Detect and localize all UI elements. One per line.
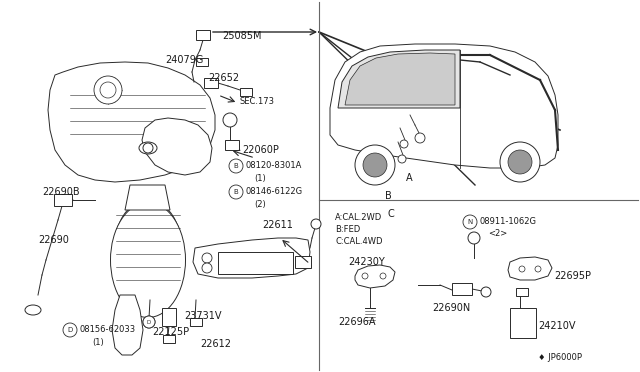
- Bar: [196, 58, 208, 66]
- Text: 22125P: 22125P: [152, 327, 189, 337]
- Text: ♦ JP6000P: ♦ JP6000P: [538, 353, 582, 362]
- Text: SEC.173: SEC.173: [240, 97, 275, 106]
- Text: <2>: <2>: [488, 230, 508, 238]
- Ellipse shape: [139, 142, 157, 154]
- Bar: [204, 78, 218, 88]
- Text: 22060P: 22060P: [242, 145, 279, 155]
- Text: 24210V: 24210V: [538, 321, 575, 331]
- Polygon shape: [112, 295, 143, 355]
- Text: B: B: [234, 189, 238, 195]
- Circle shape: [94, 76, 122, 104]
- Text: C: C: [388, 209, 395, 219]
- Text: (2): (2): [254, 199, 266, 208]
- Bar: [163, 335, 175, 343]
- Ellipse shape: [111, 202, 186, 317]
- Text: 22612: 22612: [200, 339, 231, 349]
- Text: D: D: [147, 320, 151, 324]
- Circle shape: [229, 159, 243, 173]
- Text: 22695P: 22695P: [554, 271, 591, 281]
- Text: 22652: 22652: [208, 73, 239, 83]
- Text: B: B: [234, 163, 238, 169]
- Text: B: B: [385, 191, 392, 201]
- Text: C:CAL.4WD: C:CAL.4WD: [335, 237, 383, 247]
- Bar: [295, 256, 311, 268]
- Circle shape: [463, 215, 477, 229]
- Bar: [196, 30, 210, 40]
- Circle shape: [143, 143, 153, 153]
- Text: 22611: 22611: [262, 220, 293, 230]
- Polygon shape: [142, 118, 212, 175]
- Ellipse shape: [114, 200, 182, 300]
- Circle shape: [311, 219, 321, 229]
- Circle shape: [143, 316, 155, 328]
- Text: 24079G: 24079G: [165, 55, 204, 65]
- Polygon shape: [48, 62, 215, 182]
- Text: A: A: [406, 173, 413, 183]
- Circle shape: [380, 273, 386, 279]
- Circle shape: [519, 266, 525, 272]
- Circle shape: [415, 133, 425, 143]
- Circle shape: [500, 142, 540, 182]
- Circle shape: [508, 150, 532, 174]
- Bar: [240, 88, 252, 96]
- Text: 23731V: 23731V: [184, 311, 221, 321]
- Bar: [510, 308, 536, 338]
- Text: B:FED: B:FED: [335, 225, 360, 234]
- Text: 22696A: 22696A: [338, 317, 376, 327]
- Circle shape: [223, 113, 237, 127]
- Circle shape: [468, 232, 480, 244]
- Polygon shape: [125, 185, 170, 210]
- Circle shape: [202, 263, 212, 273]
- Bar: [218, 252, 293, 274]
- Circle shape: [143, 316, 155, 328]
- Bar: [452, 283, 472, 295]
- Text: 08156-62033: 08156-62033: [80, 326, 136, 334]
- Polygon shape: [508, 257, 552, 280]
- Polygon shape: [338, 50, 460, 108]
- Text: N: N: [467, 219, 472, 225]
- Ellipse shape: [25, 305, 41, 315]
- Circle shape: [355, 145, 395, 185]
- Text: (1): (1): [254, 173, 266, 183]
- Text: 22690N: 22690N: [432, 303, 470, 313]
- Bar: [516, 288, 528, 296]
- Text: 25085M: 25085M: [222, 31, 262, 41]
- Circle shape: [202, 253, 212, 263]
- Bar: [162, 308, 176, 326]
- Text: (1): (1): [92, 337, 104, 346]
- Circle shape: [362, 273, 368, 279]
- Text: 08146-6122G: 08146-6122G: [246, 187, 303, 196]
- Text: A:CAL.2WD: A:CAL.2WD: [335, 214, 382, 222]
- Bar: [54, 194, 72, 206]
- Text: 22690: 22690: [38, 235, 69, 245]
- Polygon shape: [330, 44, 558, 168]
- Circle shape: [63, 323, 77, 337]
- Circle shape: [400, 140, 408, 148]
- Text: 08120-8301A: 08120-8301A: [246, 161, 302, 170]
- Circle shape: [229, 185, 243, 199]
- Bar: [190, 318, 202, 326]
- Bar: [225, 140, 239, 150]
- Polygon shape: [193, 238, 310, 278]
- Text: D: D: [67, 327, 72, 333]
- Circle shape: [481, 287, 491, 297]
- Text: 24230Y: 24230Y: [348, 257, 385, 267]
- Text: 08911-1062G: 08911-1062G: [480, 218, 537, 227]
- Polygon shape: [345, 53, 455, 105]
- Circle shape: [535, 266, 541, 272]
- Circle shape: [398, 155, 406, 163]
- Circle shape: [363, 153, 387, 177]
- Text: 22690B: 22690B: [42, 187, 79, 197]
- Polygon shape: [355, 265, 395, 288]
- Circle shape: [100, 82, 116, 98]
